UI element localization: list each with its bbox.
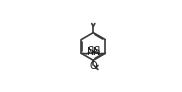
Text: S: S — [93, 46, 99, 56]
Text: O: O — [90, 61, 97, 71]
Text: N: N — [93, 47, 100, 57]
Text: N: N — [86, 47, 94, 57]
Text: S: S — [88, 46, 94, 56]
